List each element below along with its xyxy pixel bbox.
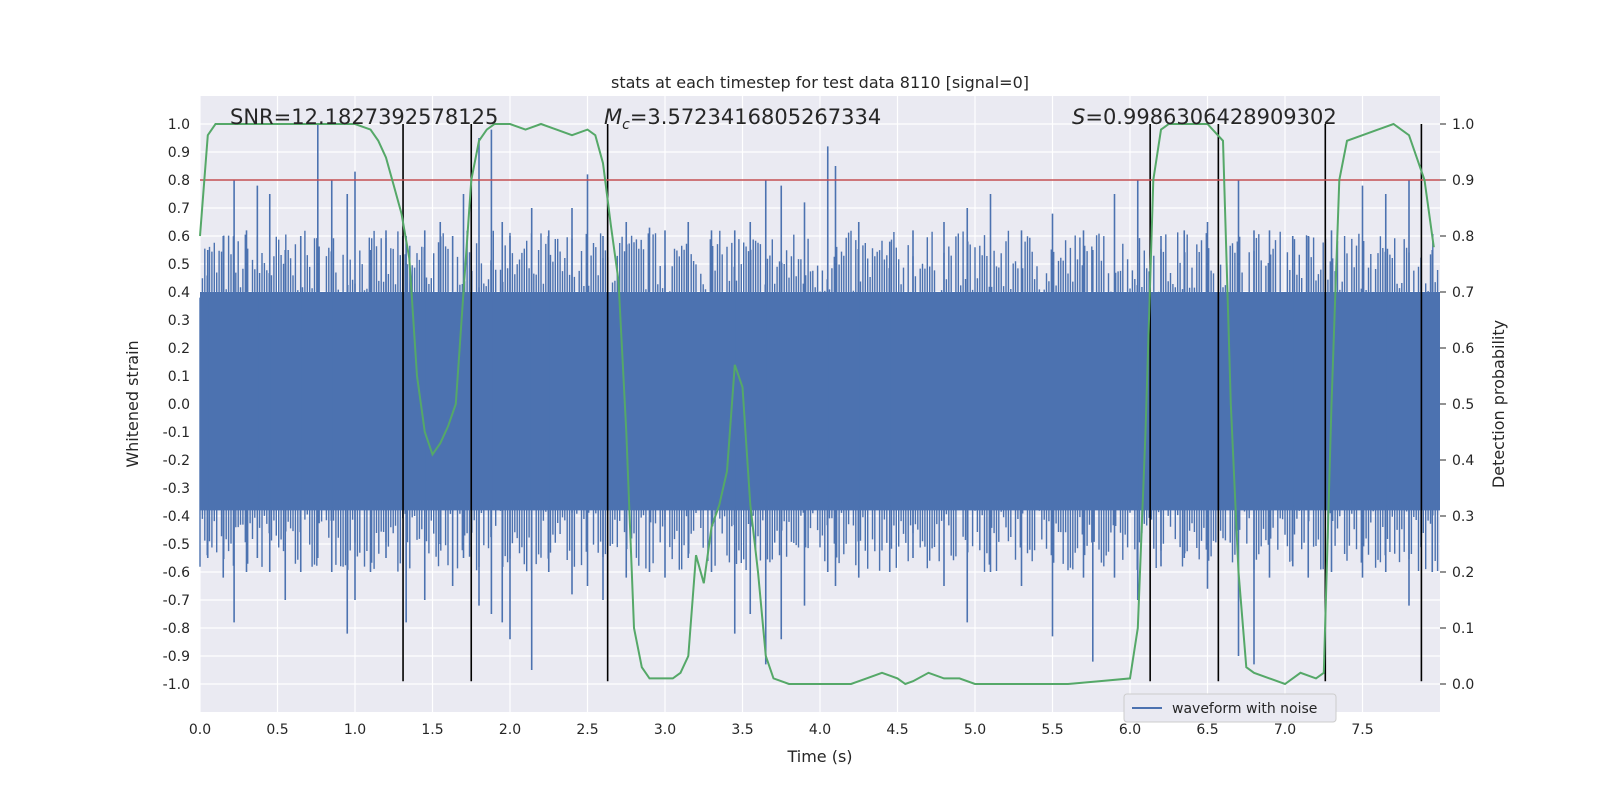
- legend: waveform with noise: [1123, 693, 1337, 723]
- x-tick-label: 5.0: [964, 722, 986, 738]
- x-axis-label: Time (s): [786, 747, 852, 766]
- y-right-tick-label: 0.8: [1452, 229, 1474, 245]
- chirp-mass-symbol: M: [604, 105, 622, 129]
- y-tick-label: 0.6: [168, 229, 190, 245]
- snr-annotation: SNR=12.1827392578125: [230, 105, 498, 129]
- x-tick-label: 7.0: [1274, 722, 1296, 738]
- legend-box: [1123, 693, 1337, 723]
- y-tick-label: -0.5: [163, 537, 190, 553]
- x-tick-label: 1.0: [344, 722, 366, 738]
- chirp-mass-annotation: Mc=3.5723416805267334: [604, 105, 881, 133]
- y-tick-label: -0.1: [163, 425, 190, 441]
- y-tick-label: 0.1: [168, 369, 190, 385]
- y-tick-label: 0.2: [168, 341, 190, 357]
- y-right-tick-label: 0.4: [1452, 453, 1474, 469]
- x-tick-label: 6.5: [1196, 722, 1218, 738]
- y-right-tick-label: 0.2: [1452, 565, 1474, 581]
- x-tick-label: 3.5: [731, 722, 753, 738]
- y-right-tick-label: 0.6: [1452, 341, 1474, 357]
- y-right-axis-label: Detection probability: [1489, 320, 1508, 488]
- y-tick-label: -0.8: [163, 621, 190, 637]
- y-right-tick-labels: 0.0 0.1 0.2 0.3 0.4 0.5 0.6 0.7 0.8 0.9 1.0: [1440, 117, 1474, 693]
- x-tick-label: 7.5: [1351, 722, 1373, 738]
- y-tick-label: 0.9: [168, 145, 190, 161]
- chirp-mass-subscript: c: [622, 117, 630, 133]
- y-tick-label: 0.8: [168, 173, 190, 189]
- y-tick-label: 0.7: [168, 201, 190, 217]
- s-symbol: S: [1072, 105, 1085, 129]
- y-tick-label: 0.5: [168, 257, 190, 273]
- y-tick-label: -0.4: [163, 509, 190, 525]
- y-tick-label: -1.0: [163, 677, 190, 693]
- x-tick-label: 4.0: [809, 722, 831, 738]
- x-tick-label: 0.5: [266, 722, 288, 738]
- y-right-tick-label: 1.0: [1452, 117, 1474, 133]
- y-tick-labels: -1.0 -0.9 -0.8 -0.7 -0.6 -0.5 -0.4 -0.3 -0.2 -0.1…: [163, 117, 190, 693]
- y-right-tick-label: 0.5: [1452, 397, 1474, 413]
- x-tick-label: 3.0: [654, 722, 676, 738]
- y-right-tick-label: 0.1: [1452, 621, 1474, 637]
- y-tick-label: -0.9: [163, 649, 190, 665]
- y-tick-label: -0.2: [163, 453, 190, 469]
- y-right-tick-label: 0.3: [1452, 509, 1474, 525]
- event-lines: [402, 124, 1423, 682]
- x-tick-labels: 0.0 0.5 1.0 1.5 2.0 2.5 3.0 3.5 4.0 4.5 5.0 5.5 6.0 6…: [189, 722, 1374, 738]
- x-tick-label: 0.0: [189, 722, 211, 738]
- y-tick-label: -0.3: [163, 481, 190, 497]
- x-tick-label: 1.5: [421, 722, 443, 738]
- chart-title: stats at each timestep for test data 811…: [611, 73, 1029, 92]
- legend-entry: waveform with noise: [1172, 701, 1317, 717]
- x-tick-label: 4.5: [886, 722, 908, 738]
- s-value: =0.9986306428909302: [1085, 105, 1336, 129]
- x-tick-label: 2.5: [576, 722, 598, 738]
- y-tick-label: 0.0: [168, 397, 190, 413]
- y-tick-label: 0.3: [168, 313, 190, 329]
- y-tick-label: -0.7: [163, 593, 190, 609]
- y-tick-label: 1.0: [168, 117, 190, 133]
- y-tick-label: -0.6: [163, 565, 190, 581]
- y-right-tick-label: 0.7: [1452, 285, 1474, 301]
- y-right-tick-label: 0.0: [1452, 677, 1474, 693]
- x-tick-label: 5.5: [1041, 722, 1063, 738]
- y-axis-label: Whitened strain: [123, 340, 142, 467]
- x-tick-label: 2.0: [499, 722, 521, 738]
- y-tick-label: 0.4: [168, 285, 190, 301]
- chirp-mass-value: =3.5723416805267334: [630, 105, 881, 129]
- x-tick-label: 6.0: [1119, 722, 1141, 738]
- s-annotation: S=0.9986306428909302: [1072, 105, 1337, 129]
- detection-probability-line: [199, 122, 1435, 686]
- y-right-tick-label: 0.9: [1452, 173, 1474, 189]
